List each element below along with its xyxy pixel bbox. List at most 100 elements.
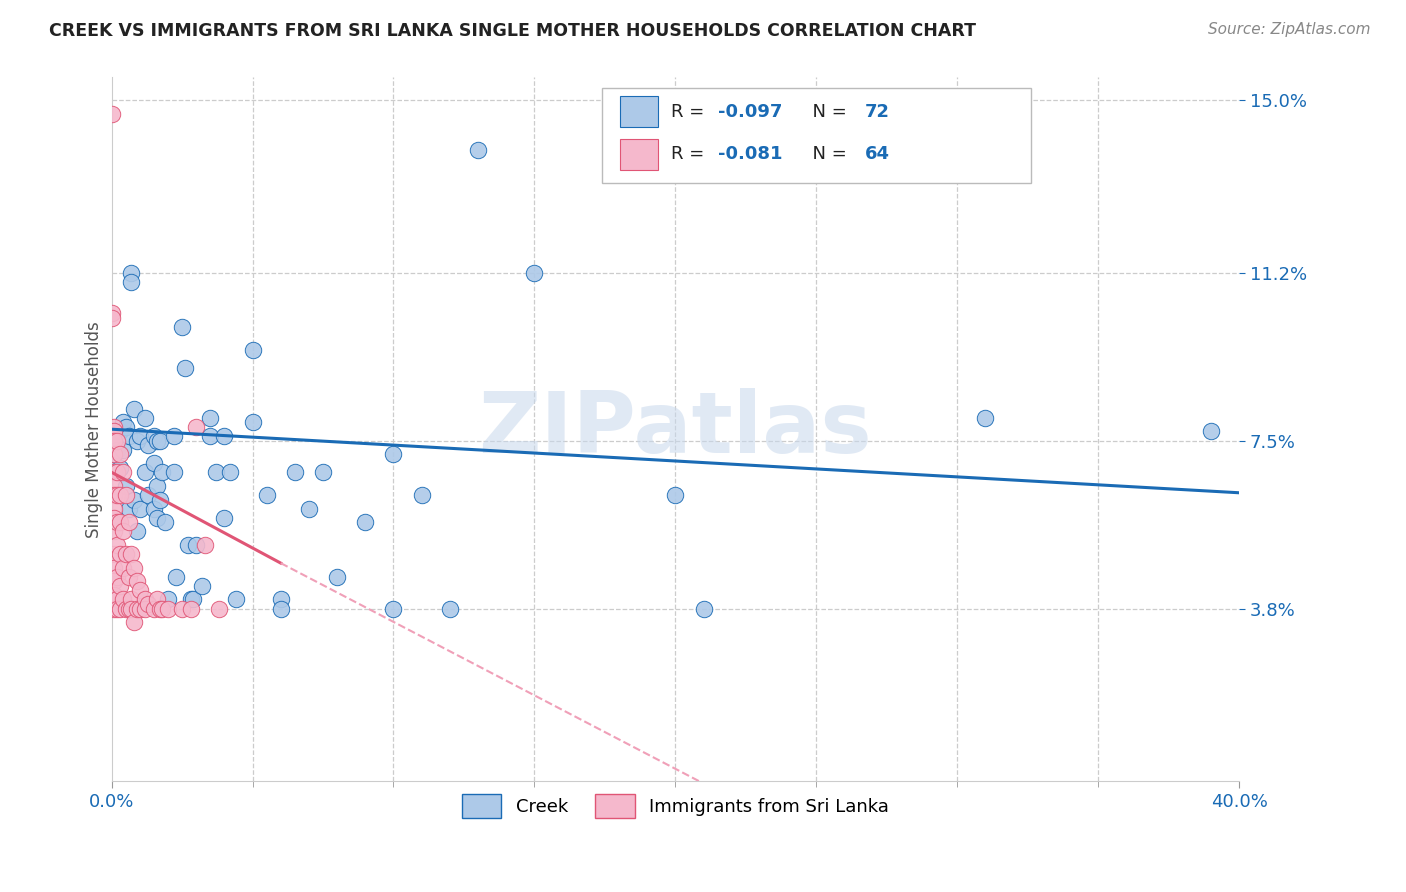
Point [111,416,134,430]
Y-axis label: Single Mother Households: Single Mother Households [86,321,103,538]
Text: 64: 64 [865,145,890,163]
Point [122,401,145,416]
Point [134,601,156,615]
Point [108,579,131,593]
Point [105,516,128,530]
Point [120,592,142,607]
Point [142,501,165,516]
Point [1199,425,1222,439]
Point [208,601,231,615]
Point [200,410,222,425]
Point [148,601,170,615]
Point [382,447,405,461]
Point [108,547,131,561]
Point [122,492,145,507]
Point [100,306,122,320]
Point [105,466,128,480]
Text: R =: R = [671,103,710,121]
Point [142,429,165,443]
Point [103,510,125,524]
Point [103,466,125,480]
Point [103,479,125,493]
Point [242,416,264,430]
Point [103,524,125,539]
Point [105,442,128,457]
Point [270,592,292,607]
Point [120,601,142,615]
Point [105,466,128,480]
Point [117,501,139,516]
Text: N =: N = [800,145,852,163]
Point [172,320,194,334]
Point [200,429,222,443]
Point [145,434,167,448]
FancyBboxPatch shape [620,138,658,169]
Point [111,442,134,457]
Point [156,601,179,615]
Point [114,479,136,493]
Text: ZIPatlas: ZIPatlas [478,388,872,471]
Point [664,488,686,502]
Point [145,592,167,607]
Point [103,574,125,589]
Point [100,311,122,326]
Point [108,601,131,615]
Point [145,479,167,493]
Point [136,488,159,502]
Point [186,420,208,434]
Point [111,560,134,574]
Point [692,601,714,615]
Point [105,434,128,448]
Point [439,601,461,615]
Point [105,488,128,502]
Text: -0.097: -0.097 [718,103,783,121]
Point [284,466,307,480]
Point [136,438,159,452]
Point [163,466,186,480]
Point [117,429,139,443]
Point [105,601,128,615]
Point [148,492,170,507]
Point [111,466,134,480]
Point [128,601,150,615]
Point [214,429,236,443]
Point [103,429,125,443]
Point [125,434,148,448]
Point [114,420,136,434]
Point [150,466,173,480]
Point [172,601,194,615]
Point [100,107,122,121]
Point [122,560,145,574]
Point [103,447,125,461]
Point [205,466,228,480]
Point [186,538,208,552]
Point [125,601,148,615]
Point [256,488,278,502]
Point [156,592,179,607]
Point [467,143,489,157]
Point [120,266,142,280]
Text: CREEK VS IMMIGRANTS FROM SRI LANKA SINGLE MOTHER HOUSEHOLDS CORRELATION CHART: CREEK VS IMMIGRANTS FROM SRI LANKA SINGL… [49,22,976,40]
Point [174,360,197,375]
Point [382,601,405,615]
Point [108,447,131,461]
Point [103,501,125,516]
Legend: Creek, Immigrants from Sri Lanka: Creek, Immigrants from Sri Lanka [454,787,897,825]
Point [108,488,131,502]
Point [108,425,131,439]
Text: N =: N = [800,103,852,121]
Point [134,410,156,425]
Point [114,601,136,615]
Point [108,460,131,475]
Point [122,615,145,629]
Point [111,592,134,607]
Point [120,275,142,289]
Point [103,434,125,448]
Point [219,466,242,480]
Point [103,601,125,615]
Point [974,410,997,425]
Point [111,524,134,539]
Point [125,574,148,589]
Point [125,524,148,539]
Point [194,538,217,552]
